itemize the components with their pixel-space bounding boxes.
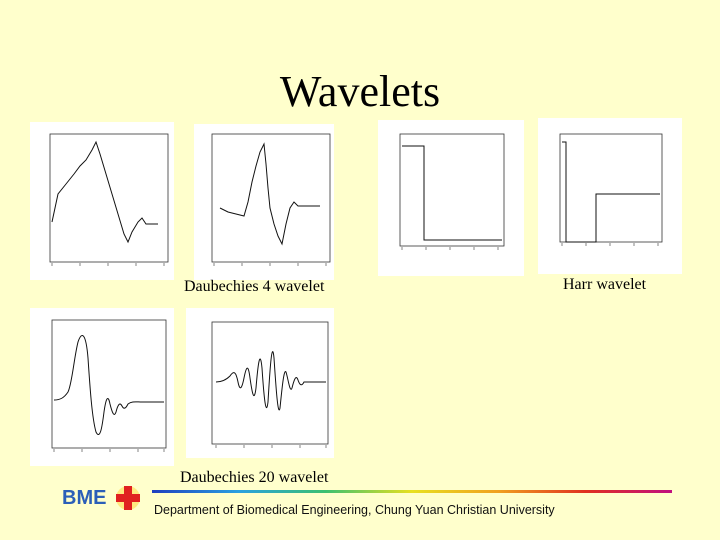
slide-title: Wavelets bbox=[279, 67, 441, 116]
logo-cross-icon bbox=[116, 486, 140, 510]
footer-divider bbox=[152, 490, 672, 493]
harr-scaling-plot bbox=[378, 120, 524, 276]
daubechies20-wavelet-plot bbox=[186, 308, 334, 458]
daubechies20-caption: Daubechies 20 wavelet bbox=[180, 469, 329, 486]
logo-text: BME bbox=[62, 487, 107, 509]
daubechies20-wavelet-svg bbox=[211, 321, 329, 448]
harr-scaling-svg bbox=[399, 133, 505, 250]
daubechies20-scaling-svg bbox=[51, 319, 167, 452]
daubechies4-scaling-plot bbox=[30, 122, 174, 280]
daubechies4-scaling-svg bbox=[49, 133, 169, 266]
harr-wavelet-plot bbox=[538, 118, 682, 274]
daubechies4-caption: Daubechies 4 wavelet bbox=[184, 278, 325, 295]
daubechies20-scaling-plot bbox=[30, 308, 174, 466]
bme-logo: BME bbox=[58, 478, 150, 518]
harr-caption: Harr wavelet bbox=[563, 276, 647, 293]
harr-wavelet-svg bbox=[559, 133, 663, 246]
daubechies4-wavelet-plot bbox=[194, 124, 334, 280]
footer-text: Department of Biomedical Engineering, Ch… bbox=[154, 503, 555, 517]
daubechies4-wavelet-svg bbox=[211, 133, 331, 266]
